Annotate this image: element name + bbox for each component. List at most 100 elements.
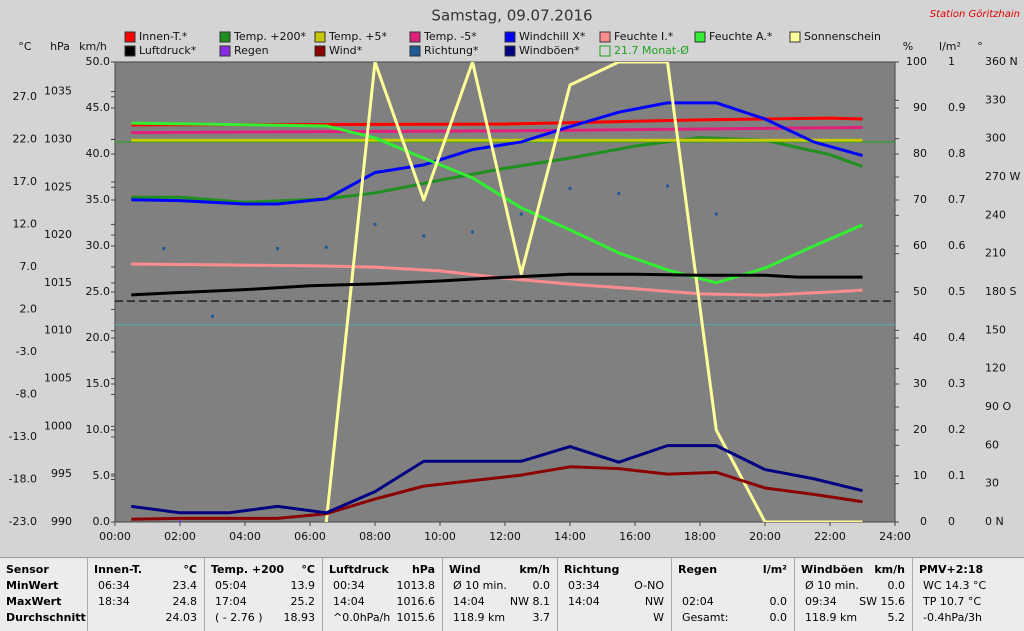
y-tick-label: 0.9 xyxy=(948,101,966,114)
row-label: MinWert xyxy=(6,579,59,592)
divider xyxy=(87,558,88,631)
y-tick-label: 30 xyxy=(913,377,927,390)
divider xyxy=(442,558,443,631)
y-tick-label: 2.0 xyxy=(20,302,38,315)
y-tick-label: -18.0 xyxy=(9,472,37,485)
y-tick-label: 210 xyxy=(985,247,1006,260)
stat-left: 14:04 xyxy=(453,595,485,608)
y-tick-label: 0.1 xyxy=(948,469,966,482)
legend-label: Feuchte I.* xyxy=(614,30,674,43)
y-tick-label: 360 N xyxy=(985,55,1018,68)
y-tick-label: 27.0 xyxy=(13,90,38,103)
y-tick-label: 22.0 xyxy=(13,132,38,145)
y-tick-label: 1000 xyxy=(44,419,72,432)
stat-value: 1015.6 xyxy=(396,611,436,624)
series-line xyxy=(131,444,863,515)
y-tick-label: 1 xyxy=(948,55,955,68)
stat-value: O-NO xyxy=(634,579,664,592)
legend-swatch xyxy=(124,45,136,57)
y-tick-label: 150 xyxy=(985,323,1006,336)
y-tick-label: 1020 xyxy=(44,228,72,241)
stat-left: TP 10.7 °C xyxy=(923,595,982,608)
series-line xyxy=(131,101,863,206)
legend-label: Windböen* xyxy=(519,44,580,57)
y-tick-label: 0.6 xyxy=(948,239,966,252)
panel-unit: l/m² xyxy=(762,563,787,576)
row-label: Durchschnitt xyxy=(6,611,86,624)
y-tick-label: 0.5 xyxy=(948,285,966,298)
legend-swatch xyxy=(599,31,611,43)
stat-left: 14:04 xyxy=(568,595,600,608)
marker xyxy=(422,234,426,238)
legend-swatch xyxy=(599,45,611,57)
marker xyxy=(471,230,474,234)
y-tick-label: 990 xyxy=(51,515,72,528)
marker xyxy=(568,187,572,190)
legend-label: Innen-T.* xyxy=(139,30,188,43)
panel-title: PMV+2:18 xyxy=(919,563,984,576)
panel-unit: km/h xyxy=(519,563,550,576)
x-tick-label: 04:00 xyxy=(229,530,261,543)
axis-unit: hPa xyxy=(50,40,70,53)
panel-title: Regen xyxy=(678,563,718,576)
y-tick-label: 40.0 xyxy=(86,147,111,160)
y-tick-label: 90 O xyxy=(985,400,1011,413)
y-tick-label: 0 xyxy=(948,515,955,528)
stat-left: WC 14.3 °C xyxy=(923,579,987,592)
marker xyxy=(519,212,523,216)
y-tick-label: 30 xyxy=(985,477,999,490)
y-tick-label: -3.0 xyxy=(16,345,37,358)
x-tick-label: 06:00 xyxy=(294,530,326,543)
panel-unit: km/h xyxy=(874,563,905,576)
legend-label: Temp. +200* xyxy=(233,30,307,43)
stat-value: 0.0 xyxy=(769,595,788,608)
divider xyxy=(671,558,672,631)
stat-value: SW 15.6 xyxy=(859,595,905,608)
axis-unit: °C xyxy=(18,40,32,53)
stat-value: 0.0 xyxy=(887,579,906,592)
marker xyxy=(714,212,718,216)
stat-left: 17:04 xyxy=(215,595,247,608)
legend-label: Temp. +5* xyxy=(328,30,388,43)
axis-unit: km/h xyxy=(79,40,107,53)
y-tick-label: 20 xyxy=(913,423,927,436)
plot-area xyxy=(114,61,896,523)
stat-value: 0.0 xyxy=(532,579,551,592)
legend-label: Regen xyxy=(234,44,269,57)
stat-value: W xyxy=(653,611,664,624)
stat-left: 02:04 xyxy=(682,595,714,608)
series-line xyxy=(131,465,863,521)
legend-swatch xyxy=(504,31,516,43)
divider xyxy=(557,558,558,631)
series-line xyxy=(131,121,864,285)
y-tick-label: 10 xyxy=(913,469,927,482)
y-tick-label: 270 W xyxy=(985,170,1020,183)
legend-swatch xyxy=(124,31,136,43)
y-tick-label: 40 xyxy=(913,331,927,344)
stat-left: Ø 10 min. xyxy=(453,579,507,592)
marker xyxy=(617,192,621,196)
x-tick-label: 08:00 xyxy=(359,530,391,543)
x-tick-label: 12:00 xyxy=(489,530,521,543)
y-tick-label: 1010 xyxy=(44,324,72,337)
panel-title: Luftdruck xyxy=(329,563,389,576)
chart-title: Samstag, 09.07.2016 xyxy=(431,7,592,25)
y-tick-label: 100 xyxy=(906,55,927,68)
legend-swatch xyxy=(314,31,326,43)
legend-swatch xyxy=(409,31,421,43)
x-tick-label: 02:00 xyxy=(164,530,196,543)
divider xyxy=(912,558,913,631)
y-tick-label: 50 xyxy=(913,285,927,298)
y-tick-label: 0 N xyxy=(985,515,1004,528)
stat-value: 13.9 xyxy=(290,579,316,592)
divider xyxy=(794,558,795,631)
stat-left: 14:04 xyxy=(333,595,365,608)
legend-swatch xyxy=(504,45,516,57)
y-tick-label: 1025 xyxy=(44,180,72,193)
panel-title: Temp. +200 xyxy=(211,563,285,576)
stat-value: 24.03 xyxy=(165,611,198,624)
legend-swatch xyxy=(219,31,231,43)
series-line xyxy=(131,272,863,297)
series-line xyxy=(324,62,863,522)
y-tick-label: 60 xyxy=(985,438,999,451)
